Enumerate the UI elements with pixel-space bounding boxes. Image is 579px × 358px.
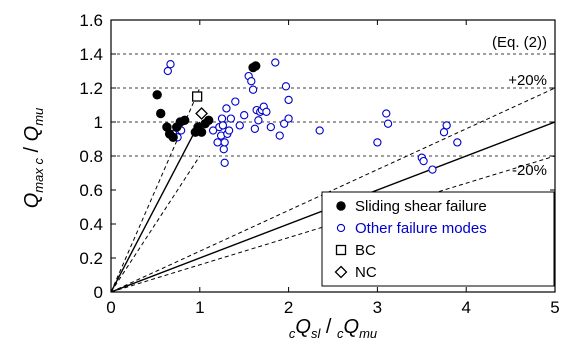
y-label-sub: max c — [31, 158, 46, 193]
equation-label: (Eq. (2)) — [492, 34, 547, 51]
data-point — [231, 97, 240, 106]
reference-line — [111, 155, 201, 292]
data-point — [271, 58, 280, 67]
data-point — [453, 138, 462, 147]
y-label-main: Q — [21, 193, 43, 209]
data-point — [226, 114, 236, 123]
x-tick-label: 4 — [461, 298, 470, 317]
data-point — [250, 124, 260, 133]
data-point — [428, 165, 437, 174]
legend: Sliding shear failure Other failure modes… — [321, 191, 555, 287]
data-point — [235, 121, 244, 130]
data-point — [284, 95, 293, 105]
data-point — [217, 114, 227, 123]
data-point — [383, 119, 393, 128]
data-point — [191, 91, 203, 102]
reference-line — [111, 87, 555, 292]
data-point — [180, 115, 190, 126]
y-tick-label: 0.2 — [79, 249, 103, 268]
legend-label: BC — [355, 242, 376, 259]
data-point — [156, 108, 166, 119]
y-label-sub2: mu — [31, 108, 46, 126]
data-point — [262, 107, 271, 116]
data-point — [275, 131, 284, 140]
y-tick-label: 0 — [94, 283, 103, 302]
data-point — [163, 66, 172, 76]
data-point — [196, 127, 207, 137]
data-point — [218, 121, 228, 130]
y-tick-label: 1 — [94, 113, 103, 132]
data-point — [152, 90, 162, 100]
y-label-sep: / — [21, 141, 43, 158]
data-point — [266, 122, 275, 132]
data-point — [442, 121, 451, 130]
legend-box — [321, 191, 555, 287]
legend-rows: Sliding shear failure Other failure modes… — [334, 198, 487, 281]
data-point — [248, 85, 258, 94]
data-point — [220, 158, 229, 167]
x-tick-label: 5 — [550, 298, 559, 317]
x-tick-label: 1 — [195, 298, 204, 317]
data-point — [240, 111, 249, 120]
x-label-sep: / — [320, 316, 337, 338]
legend-marker — [334, 265, 348, 279]
data-point — [281, 82, 291, 91]
legend-marker — [336, 201, 346, 211]
legend-label: Sliding shear failure — [355, 198, 487, 215]
data-point — [222, 104, 231, 113]
minus-20-label: -20% — [512, 162, 547, 179]
y-tick-label: 0.6 — [79, 181, 103, 200]
x-label-main2: Q — [344, 316, 360, 338]
data-point — [284, 114, 293, 123]
y-tick-label: 0.4 — [79, 215, 103, 234]
y-tick-label: 0.8 — [79, 147, 103, 166]
data-point — [203, 115, 214, 126]
x-axis-label: cQsl / cQmu — [289, 316, 377, 341]
data-point — [280, 119, 289, 128]
data-point — [213, 138, 222, 147]
data-point — [315, 126, 324, 135]
x-label-main: Q — [295, 316, 311, 338]
plus-20-label: +20% — [508, 72, 547, 89]
y-axis-label: Qmax c / Qmu — [21, 108, 46, 209]
data-point — [168, 132, 178, 143]
x-label-pre-sub: c — [289, 326, 296, 341]
legend-marker — [336, 223, 346, 233]
data-point — [247, 77, 256, 86]
reference-line — [111, 121, 201, 292]
data-point — [373, 138, 382, 147]
data-point — [195, 107, 208, 120]
y-tick-label: 1.6 — [79, 11, 103, 30]
x-tick-label: 0 — [106, 298, 115, 317]
data-point — [220, 138, 229, 147]
data-point — [166, 60, 175, 69]
data-points — [152, 58, 462, 174]
x-tick-label: 3 — [373, 298, 382, 317]
x-tick-label: 2 — [284, 298, 293, 317]
data-point — [439, 128, 449, 137]
data-point — [419, 156, 428, 166]
legend-label: Other failure modes — [355, 220, 487, 237]
data-point — [208, 126, 218, 135]
axis-ticks: 0 1 2 3 4 5 0 0.2 0.4 0.6 0.8 1 1.2 1.4 1.6 — [79, 11, 559, 317]
x-label-pre-sub2: c — [337, 326, 344, 341]
y-label-main2: Q — [21, 126, 43, 142]
legend-label: NC — [355, 264, 377, 281]
legend-marker — [335, 244, 347, 256]
data-point — [382, 109, 391, 118]
data-point — [254, 116, 263, 125]
x-label-sub2: mu — [359, 326, 377, 341]
data-point — [219, 145, 228, 154]
data-point — [224, 126, 234, 135]
x-label-sub: sl — [311, 326, 322, 341]
data-point — [251, 61, 261, 71]
y-tick-label: 1.2 — [79, 79, 103, 98]
y-tick-label: 1.4 — [79, 45, 103, 64]
